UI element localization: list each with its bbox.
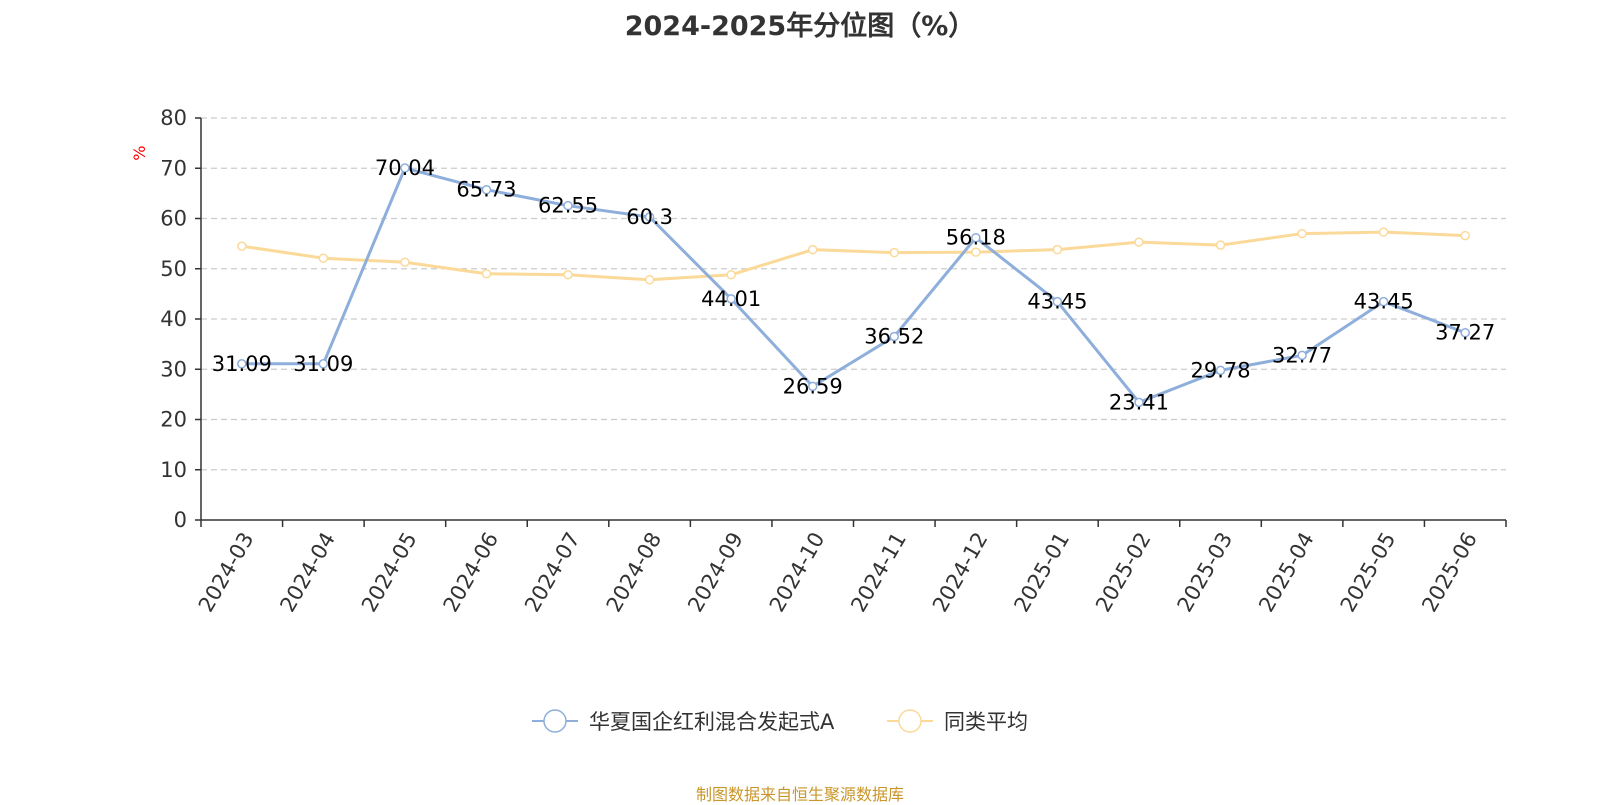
data-point [889,331,900,342]
data-label: 31.09 [293,352,353,376]
data-point [1215,365,1226,376]
data-point [481,184,492,195]
data-label: 36.52 [864,324,924,348]
data-point [1297,350,1307,361]
x-tick-label: 2025-02 [1091,528,1156,616]
data-point [644,212,655,222]
legend-marker-circle [898,709,922,733]
data-label: 37.27 [1435,321,1495,345]
chart-title: 2024-2025年分位图（%） [624,11,976,42]
legend-marker-circle [543,709,567,733]
y-tick-label: 60 [160,207,187,231]
data-label: 26.59 [783,374,843,398]
data-label: 70.04 [375,156,435,180]
data-point [1378,227,1389,237]
data-label: 56.18 [946,226,1006,250]
data-labels: 31.09 31.09 70.04 65.73 62.55 60.3 44.01 26.59 3… [212,156,1496,414]
y-tick-label: 30 [160,357,187,381]
data-label: 44.01 [701,287,761,311]
y-tick-label: 40 [160,307,187,331]
source-note: 制图数据来自恒生聚源数据库 [695,785,904,804]
grid-lines [201,117,1506,471]
x-tick-label: 2024-06 [439,528,504,616]
data-point [971,247,981,257]
data-label: 43.45 [1354,290,1414,314]
y-tick-label: 0 [174,508,187,532]
data-point [481,269,492,279]
data-label: 32.77 [1272,343,1332,367]
data-point [807,244,818,255]
data-label: 43.45 [1027,290,1087,314]
data-point [237,359,247,369]
y-tick-label: 20 [160,408,187,432]
legend-label: 同类平均 [944,710,1028,734]
x-tick-label: 2024-11 [846,528,911,616]
data-point [1052,296,1063,307]
x-tick-label: 2025-01 [1009,528,1074,616]
x-tick-label: 2024-07 [520,528,585,616]
series-lines [237,163,1470,408]
series-line [241,230,1466,282]
data-point [971,232,981,243]
data-point [318,359,329,369]
x-tick-label: 2024-10 [765,528,830,616]
data-label: 62.55 [538,194,598,218]
data-point [1460,327,1470,338]
x-tick-label: 2025-05 [1336,528,1401,616]
data-label: 29.78 [1190,358,1250,382]
y-tick-label: 70 [160,156,187,180]
data-point [563,270,573,280]
x-tick-label: 2024-08 [602,528,667,616]
data-point [1460,230,1470,241]
x-tick-label: 2024-05 [357,528,422,616]
data-point [237,241,247,251]
data-point [1297,228,1307,239]
y-axis-unit-label: % [130,146,149,161]
legend-label: 华夏国企红利混合发起式A [589,710,835,734]
y-tick-label: 10 [160,458,187,482]
data-point [1378,296,1389,307]
data-label: 60.3 [626,205,673,229]
x-tick-label: 2024-04 [275,528,340,616]
data-point [563,200,573,211]
data-point [318,253,329,263]
data-point [726,294,736,304]
data-label: 23.41 [1109,390,1169,414]
data-point [889,247,900,258]
data-point [1215,240,1226,250]
series-line [241,166,1466,404]
data-point [1134,237,1144,247]
x-tick-label: 2024-12 [928,528,993,616]
data-point [726,270,736,280]
legend: 华夏国企红利混合发起式A 同类平均 [532,709,1028,734]
y-tick-label: 80 [160,106,187,130]
data-point [807,381,818,392]
x-tick-label: 2025-06 [1417,528,1482,616]
x-tick-label: 2025-03 [1173,528,1238,616]
x-tick-label: 2024-09 [683,528,748,616]
data-point [644,275,655,285]
data-point [1134,397,1144,408]
y-tick-label: 50 [160,257,187,281]
data-point [400,257,410,267]
data-label: 31.09 [212,352,272,376]
x-tick-label: 2024-03 [194,528,259,616]
x-tick-label: 2025-04 [1254,528,1319,616]
data-point [400,163,410,173]
data-label: 65.73 [456,178,516,202]
data-point [1052,244,1063,255]
